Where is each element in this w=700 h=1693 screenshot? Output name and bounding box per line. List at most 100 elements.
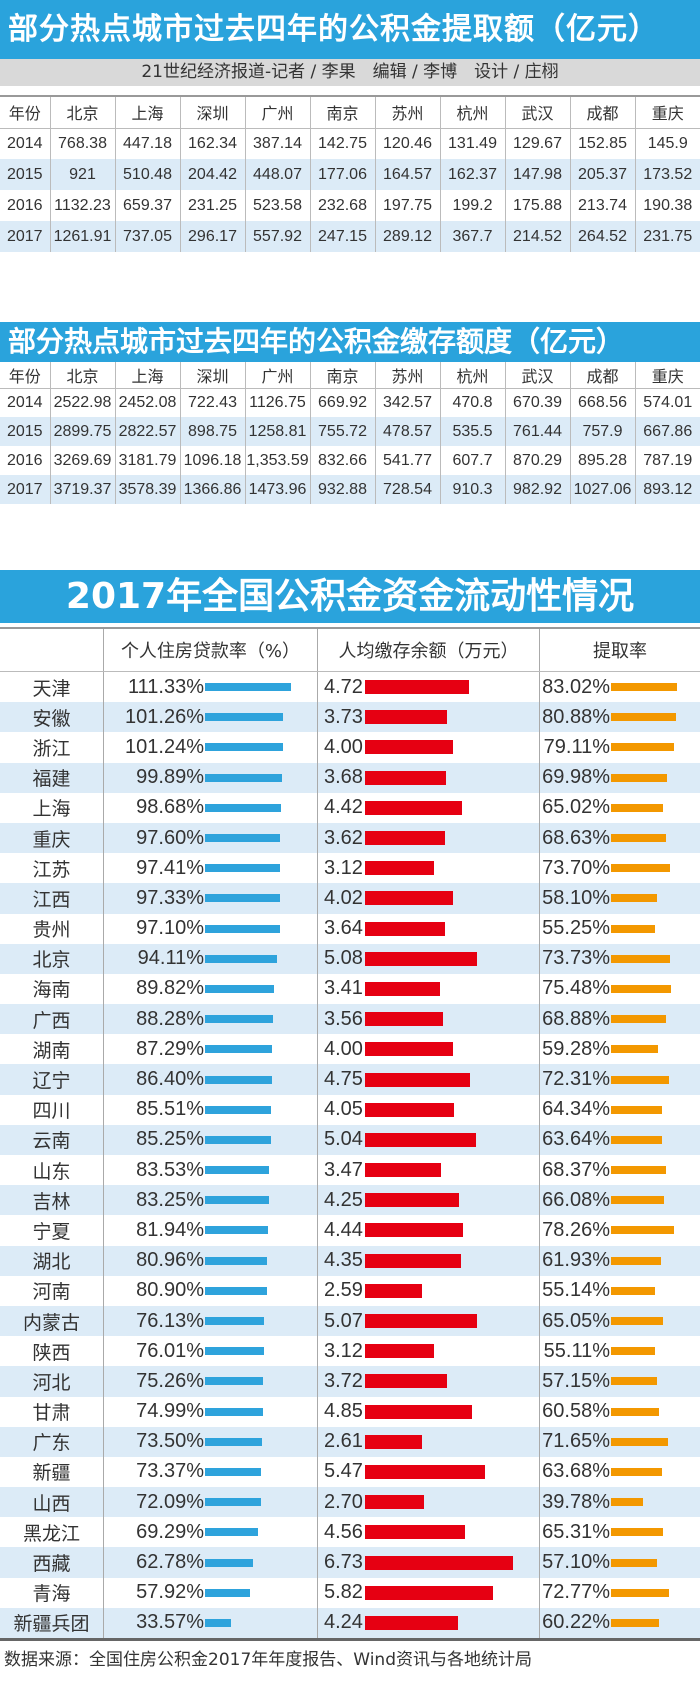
region-label: 安徽 — [0, 702, 104, 733]
table-cell: 深圳 — [179, 362, 245, 389]
chart-row: 山西 72.09% 2.70 39.78% — [0, 1487, 700, 1518]
series-cell: 83.02% — [540, 672, 700, 702]
withdrawal-table-title: 部分热点城市过去四年的公积金提取额（亿元） — [0, 0, 700, 59]
table-cell: 广州 — [244, 362, 310, 389]
series-cell: 5.08 — [318, 943, 540, 974]
region-label: 江苏 — [0, 853, 104, 884]
table-cell: 1132.23 — [49, 190, 115, 221]
table-cell: 1366.86 — [179, 475, 245, 504]
data-label: 4.75 — [324, 1068, 363, 1091]
data-label: 97.60% — [136, 826, 204, 849]
bar — [205, 743, 283, 752]
table-cell: 737.05 — [114, 221, 180, 252]
series-cell: 4.42 — [318, 792, 540, 823]
data-label: 83.25% — [136, 1188, 204, 1211]
series-cell: 64.34% — [540, 1095, 700, 1125]
series-cell: 62.78% — [104, 1547, 318, 1578]
table-cell: 1,353.59 — [244, 446, 310, 475]
table-cell: 杭州 — [439, 95, 505, 129]
table-cell: 2822.57 — [114, 417, 180, 446]
series-cell: 4.35 — [318, 1245, 540, 1276]
chart-row: 西藏 62.78% 6.73 57.10% — [0, 1547, 700, 1578]
region-label: 黑龙江 — [0, 1517, 104, 1548]
region-label: 宁夏 — [0, 1215, 104, 1246]
chart-row: 内蒙古 76.13% 5.07 65.05% — [0, 1305, 700, 1337]
series-cell: 85.51% — [104, 1094, 318, 1125]
bar — [205, 1166, 270, 1175]
table-cell: 231.75 — [634, 221, 700, 252]
bar — [205, 1135, 271, 1144]
bar — [365, 1404, 472, 1419]
bar — [205, 1558, 254, 1567]
region-label: 福建 — [0, 762, 104, 793]
table-cell: 重庆 — [634, 95, 700, 129]
bar — [365, 1132, 476, 1147]
region-label: 海南 — [0, 973, 104, 1005]
data-label: 73.50% — [136, 1430, 204, 1453]
table-cell: 广州 — [244, 95, 310, 129]
table-cell: 3269.69 — [49, 446, 115, 475]
data-label: 3.12 — [324, 856, 363, 879]
source-note: 数据来源：全国住房公积金2017年年度报告、Wind资讯与各地统计局 — [4, 1650, 532, 1670]
table-cell: 659.37 — [114, 190, 180, 221]
series-cell: 97.10% — [104, 913, 318, 944]
series-cell: 97.41% — [104, 853, 318, 884]
region-label: 北京 — [0, 943, 104, 974]
bar — [365, 800, 463, 815]
data-label: 80.90% — [136, 1279, 204, 1302]
table-cell: 231.25 — [179, 190, 245, 221]
region-label: 河南 — [0, 1275, 104, 1306]
bar — [205, 1618, 231, 1627]
table-cell: 728.54 — [374, 475, 440, 504]
chart-row: 浙江 101.24% 4.00 79.11% — [0, 732, 700, 763]
chart-row: 山东 83.53% 3.47 68.37% — [0, 1155, 700, 1186]
data-label: 65.02% — [542, 796, 610, 819]
bar — [205, 803, 281, 812]
bar — [205, 683, 291, 692]
series-cell: 65.31% — [540, 1517, 700, 1547]
region-label: 青海 — [0, 1577, 104, 1608]
series-cell: 76.01% — [104, 1336, 318, 1367]
table-cell: 470.8 — [439, 388, 505, 417]
table-cell: 成都 — [569, 362, 635, 389]
table-cell: 162.34 — [179, 128, 245, 159]
data-label: 57.15% — [542, 1369, 610, 1392]
series-cell: 6.73 — [318, 1547, 540, 1578]
series-cell: 3.68 — [318, 762, 540, 793]
data-label: 72.77% — [542, 1581, 610, 1604]
data-label: 87.29% — [136, 1037, 204, 1060]
data-label: 68.63% — [542, 826, 610, 849]
data-label: 60.58% — [542, 1400, 610, 1423]
bar — [611, 894, 658, 903]
bar — [611, 1437, 669, 1446]
withdrawal-table: 年份 北京 上海 深圳 广州 南京 苏州 杭州 武汉 成都 重庆 2014 768.38 447.18 16… — [0, 95, 700, 252]
series-cell: 99.89% — [104, 762, 318, 793]
table-cell: 120.46 — [374, 128, 440, 159]
table-row: 2016 3269.69 3181.79 1096.18 1,353.59 832.66 5… — [0, 446, 700, 475]
series-cell: 4.56 — [318, 1517, 540, 1548]
data-label: 4.00 — [324, 1037, 363, 1060]
table-row: 2015 921 510.48 204.42 448.07 177.06 164.57 162… — [0, 159, 700, 190]
chart-row: 天津 111.33% 4.72 83.02% — [0, 672, 700, 703]
table-cell: 年份 — [0, 95, 50, 129]
bar — [205, 1286, 268, 1295]
region-label: 湖北 — [0, 1245, 104, 1276]
data-label: 5.08 — [324, 947, 363, 970]
table-cell: 910.3 — [439, 475, 505, 504]
series-cell: 101.24% — [104, 732, 318, 763]
table-cell: 162.37 — [439, 159, 505, 190]
table-cell: 129.67 — [504, 128, 570, 159]
table-cell: 199.2 — [439, 190, 505, 221]
table-cell: 832.66 — [309, 446, 375, 475]
series-cell: 4.02 — [318, 883, 540, 914]
table-header-row: 年份 北京 上海 深圳 广州 南京 苏州 杭州 武汉 成都 重庆 — [0, 362, 700, 389]
data-label: 71.65% — [542, 1430, 610, 1453]
data-label: 80.96% — [136, 1249, 204, 1272]
series-cell: 74.99% — [104, 1396, 318, 1427]
region-label: 吉林 — [0, 1185, 104, 1216]
table-row: 2016 1132.23 659.37 231.25 523.58 232.68 197.7… — [0, 190, 700, 221]
data-label: 55.14% — [542, 1279, 610, 1302]
data-label: 4.25 — [324, 1188, 363, 1211]
bar — [611, 1588, 670, 1597]
bar — [611, 1045, 659, 1054]
